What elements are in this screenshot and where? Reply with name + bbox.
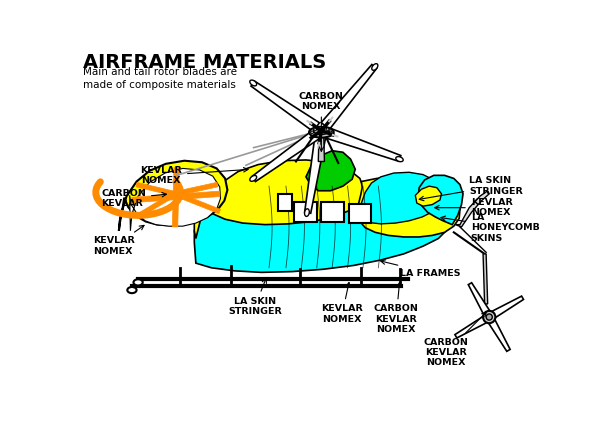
Polygon shape [486,315,510,351]
Ellipse shape [250,80,257,86]
Polygon shape [293,202,317,222]
Ellipse shape [311,131,314,133]
Polygon shape [318,132,325,161]
Polygon shape [469,283,493,319]
Text: CARBON
KEVLAR
NOMEX: CARBON KEVLAR NOMEX [374,283,418,334]
Polygon shape [358,177,460,237]
Text: Main and tail rotor blades are
made of composite materials: Main and tail rotor blades are made of c… [83,67,236,90]
Polygon shape [130,168,220,231]
Text: KEVLAR
NOMEX: KEVLAR NOMEX [140,166,248,185]
Ellipse shape [326,128,329,130]
Text: AIRFRAME MATERIALS: AIRFRAME MATERIALS [83,53,326,72]
Text: CARBON
KEVLAR: CARBON KEVLAR [101,189,166,208]
Polygon shape [194,160,364,239]
Polygon shape [175,182,218,196]
Polygon shape [194,186,450,273]
Ellipse shape [305,209,309,217]
Polygon shape [278,194,292,211]
Text: CARBON
KEVLAR
NOMEX: CARBON KEVLAR NOMEX [424,312,487,367]
Polygon shape [415,186,442,206]
Polygon shape [305,136,326,213]
Ellipse shape [127,287,137,293]
Polygon shape [136,192,176,219]
Text: LA FRAMES: LA FRAMES [381,260,460,278]
Polygon shape [174,192,221,214]
Text: KEVLAR
NOMEX: KEVLAR NOMEX [435,198,512,217]
Polygon shape [325,128,401,161]
Polygon shape [358,172,443,224]
Ellipse shape [396,157,403,162]
Polygon shape [251,81,319,131]
Polygon shape [252,130,319,182]
Polygon shape [455,191,489,227]
Polygon shape [132,191,220,203]
Text: KEVLAR
NOMEX: KEVLAR NOMEX [94,225,144,256]
Ellipse shape [309,127,334,138]
Polygon shape [322,202,344,221]
Ellipse shape [133,279,143,285]
Text: LA
HONEYCOMB
SKINS: LA HONEYCOMB SKINS [441,213,539,243]
Ellipse shape [318,128,325,133]
Polygon shape [349,204,371,223]
Polygon shape [455,314,491,338]
Polygon shape [483,254,488,304]
Ellipse shape [314,128,317,130]
Text: CARBON
NOMEX: CARBON NOMEX [299,92,344,151]
Polygon shape [487,296,524,320]
Ellipse shape [372,64,378,70]
Text: LA SKIN
STRINGER: LA SKIN STRINGER [419,176,523,201]
Ellipse shape [486,314,493,320]
Text: KEVLAR
NOMEX: KEVLAR NOMEX [321,282,363,324]
Ellipse shape [314,127,329,135]
Polygon shape [136,182,176,196]
Ellipse shape [329,131,332,133]
Polygon shape [418,176,463,224]
Polygon shape [321,64,377,130]
Polygon shape [172,168,179,227]
Polygon shape [119,161,227,231]
Polygon shape [306,151,355,191]
Ellipse shape [250,176,257,181]
Ellipse shape [483,311,496,323]
Text: LA SKIN
STRINGER: LA SKIN STRINGER [228,278,282,316]
